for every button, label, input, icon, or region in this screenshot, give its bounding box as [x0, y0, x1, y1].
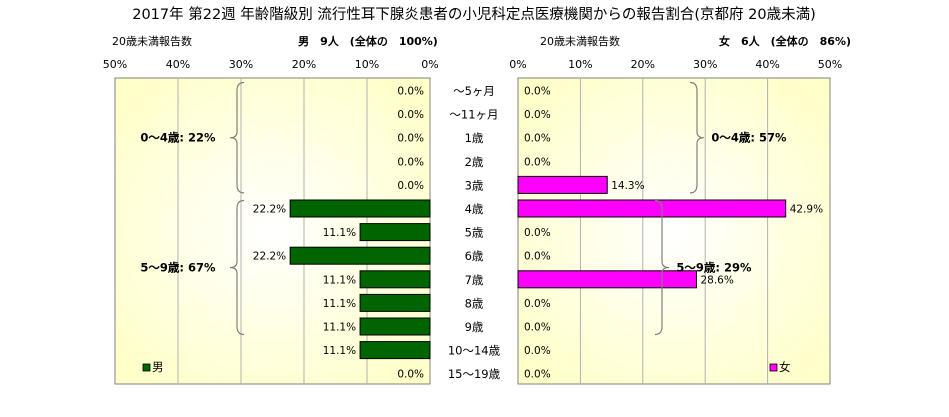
- male-age-group-brace: [229, 199, 245, 336]
- age-category-label: 3歳: [465, 178, 484, 192]
- age-category-label: 8歳: [465, 296, 484, 310]
- chart-title: 2017年 第22週 年齢階級別 流行性耳下腺炎患者の小児科定点医療機関からの報…: [132, 5, 816, 23]
- age-category-label: 1歳: [465, 131, 484, 145]
- female-age-group-label: 0～4歳: 57%: [711, 131, 787, 145]
- male-legend-swatch: [142, 363, 151, 372]
- female-legend-label: 女: [779, 360, 791, 374]
- male-x-tick-label: 20%: [292, 58, 316, 71]
- male-data-label: 0.0%: [397, 180, 424, 192]
- male-age-group-label: 0～4歳: 22%: [140, 131, 216, 145]
- female-bar: [517, 270, 697, 289]
- male-data-label: 11.1%: [323, 345, 356, 357]
- male-data-label: 11.1%: [323, 227, 356, 239]
- age-category-label: 6歳: [465, 249, 484, 263]
- female-data-label: 0.0%: [524, 345, 551, 357]
- female-data-label: 0.0%: [524, 251, 551, 263]
- male-data-label: 22.2%: [253, 251, 286, 263]
- female-data-label: 0.0%: [524, 227, 551, 239]
- female-data-label: 0.0%: [524, 156, 551, 168]
- female-age-group-brace: [654, 199, 670, 336]
- male-age-group-brace: [229, 81, 245, 194]
- female-bar: [517, 199, 787, 218]
- age-category-label: 7歳: [465, 273, 484, 287]
- female-x-tick-label: 0%: [509, 58, 526, 71]
- female-data-label: 0.0%: [524, 322, 551, 334]
- age-category-label: 15～19歳: [448, 367, 501, 381]
- female-data-label: 14.3%: [611, 180, 644, 192]
- male-x-tick-label: 50%: [103, 58, 127, 71]
- male-data-label: 11.1%: [323, 274, 356, 286]
- male-bar: [289, 199, 431, 218]
- male-bar: [359, 317, 431, 336]
- female-bar: [517, 175, 608, 194]
- age-category-label: 4歳: [465, 202, 484, 216]
- male-bar: [359, 270, 431, 289]
- female-data-label: 28.6%: [700, 274, 733, 286]
- male-bar: [289, 246, 431, 265]
- female-age-group-label: 5～9歳: 29%: [676, 261, 752, 275]
- female-data-label: 0.0%: [524, 133, 551, 145]
- right-subtitle-count: 20歳未満報告数: [540, 35, 620, 48]
- male-data-label: 22.2%: [253, 204, 286, 216]
- female-data-label: 0.0%: [524, 109, 551, 121]
- age-category-label: 10～14歳: [448, 344, 501, 358]
- age-category-label: ～5ヶ月: [453, 84, 495, 98]
- female-x-tick-label: 40%: [755, 58, 779, 71]
- male-data-label: 0.0%: [397, 156, 424, 168]
- male-x-tick-label: 40%: [166, 58, 190, 71]
- male-data-label: 0.0%: [397, 369, 424, 381]
- male-data-label: 11.1%: [323, 322, 356, 334]
- male-age-group-label: 5～9歳: 67%: [140, 261, 216, 275]
- female-data-label: 0.0%: [524, 369, 551, 381]
- female-x-tick-label: 30%: [693, 58, 717, 71]
- male-bar: [359, 223, 431, 242]
- male-bar: [359, 341, 431, 360]
- female-plot-area: [517, 77, 831, 385]
- male-data-label: 0.0%: [397, 86, 424, 98]
- age-category-label: ～11ヶ月: [449, 108, 498, 122]
- female-data-label: 0.0%: [524, 298, 551, 310]
- female-data-label: 42.9%: [790, 204, 823, 216]
- male-data-label: 0.0%: [397, 109, 424, 121]
- female-legend-swatch: [769, 363, 778, 372]
- male-data-label: 11.1%: [323, 298, 356, 310]
- male-bar: [359, 293, 431, 312]
- male-x-tick-label: 30%: [229, 58, 253, 71]
- female-x-tick-label: 50%: [818, 58, 842, 71]
- left-subtitle-count: 20歳未満報告数: [112, 35, 192, 48]
- female-x-tick-label: 10%: [568, 58, 592, 71]
- age-category-label: 5歳: [465, 226, 484, 240]
- right-subtitle-total: 女 6人 (全体の 86%): [719, 34, 851, 48]
- male-legend-label: 男: [152, 360, 164, 374]
- female-age-group-brace: [689, 81, 705, 194]
- left-subtitle-total: 男 9人 (全体の 100%): [298, 34, 438, 48]
- age-category-label: 9歳: [465, 320, 484, 334]
- female-data-label: 0.0%: [524, 86, 551, 98]
- male-data-label: 0.0%: [397, 133, 424, 145]
- male-x-tick-label: 10%: [355, 58, 379, 71]
- age-category-label: 2歳: [465, 155, 484, 169]
- female-x-tick-label: 20%: [631, 58, 655, 71]
- male-x-tick-label: 0%: [421, 58, 438, 71]
